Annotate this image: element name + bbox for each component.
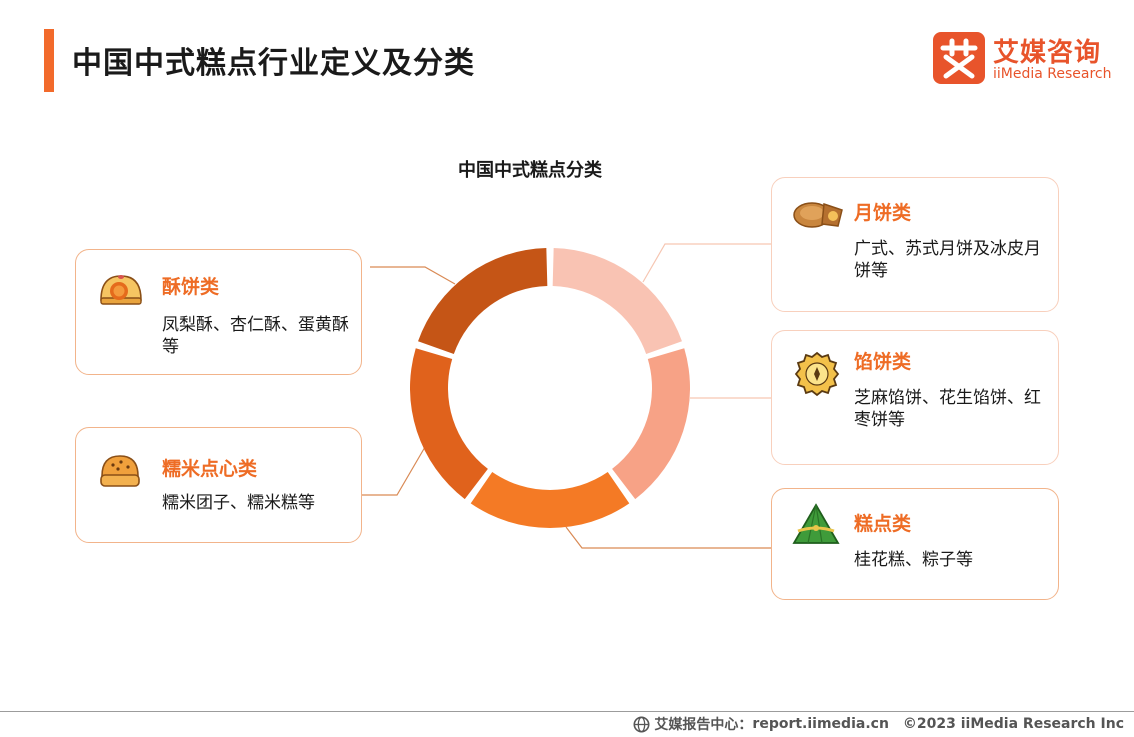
category-description: 凤梨酥、杏仁酥、蛋黄酥等 <box>162 315 349 357</box>
category-card-mooncake: 月饼类 广式、苏式月饼及冰皮月饼等 <box>771 177 1059 312</box>
category-description: 广式、苏式月饼及冰皮月饼等 <box>854 239 1041 281</box>
connector-lines <box>362 243 771 549</box>
title-accent-bar <box>44 29 54 92</box>
donut-segments <box>410 248 690 528</box>
category-card-cake: 糕点类 桂花糕、粽子等 <box>771 488 1059 600</box>
connector-line-1 <box>642 243 771 283</box>
donut-segment-3 <box>470 472 630 528</box>
connector-line-4 <box>362 446 426 496</box>
diagram-title: 中国中式糕点分类 <box>458 160 602 181</box>
donut-segment-2 <box>612 348 690 500</box>
footer: 艾媒报告中心： report.iimedia.cn ©2023 iiMedia … <box>633 714 1124 734</box>
logo-mark <box>933 32 985 84</box>
footer-source-label: 艾媒报告中心： <box>654 717 753 733</box>
category-name: 月饼类 <box>854 202 912 224</box>
pastry-icon <box>98 270 144 312</box>
connector-line-5 <box>370 266 456 285</box>
logo-name-cn: 艾媒咨询 <box>993 38 1102 68</box>
donut-segment-5 <box>418 248 548 354</box>
category-description: 糯米团子、糯米糕等 <box>162 493 315 513</box>
donut-segment-1 <box>552 248 682 354</box>
iimedia-logo: 艾媒咨询 iiMedia Research <box>933 32 1123 87</box>
category-card-glutinous-rice: 糯米点心类 糯米团子、糯米糕等 <box>75 427 362 543</box>
category-card-filled-pie: 馅饼类 芝麻馅饼、花生馅饼、红枣饼等 <box>771 330 1059 465</box>
category-name: 糕点类 <box>854 513 912 535</box>
donut-segment-4 <box>410 348 488 500</box>
category-name: 酥饼类 <box>162 276 220 298</box>
footer-copyright: ©2023 iiMedia Research Inc <box>902 716 1124 732</box>
zongzi-icon <box>792 503 840 551</box>
filled-pie-icon <box>794 351 840 401</box>
category-description: 芝麻馅饼、花生馅饼、红枣饼等 <box>854 388 1041 430</box>
footer-divider <box>0 711 1134 712</box>
logo-name-en: iiMedia Research <box>993 66 1112 82</box>
category-name: 馅饼类 <box>854 351 912 373</box>
mooncake-icon <box>792 196 844 234</box>
footer-source-url[interactable]: report.iimedia.cn <box>752 716 889 732</box>
page-title: 中国中式糕点行业定义及分类 <box>72 46 475 81</box>
category-name: 糯米点心类 <box>162 458 258 480</box>
rice-bun-icon <box>98 452 142 494</box>
category-description: 桂花糕、粽子等 <box>854 550 973 570</box>
connector-line-3 <box>565 526 771 549</box>
category-card-crisp-pastry: 酥饼类 凤梨酥、杏仁酥、蛋黄酥等 <box>75 249 362 375</box>
globe-icon <box>633 716 650 732</box>
